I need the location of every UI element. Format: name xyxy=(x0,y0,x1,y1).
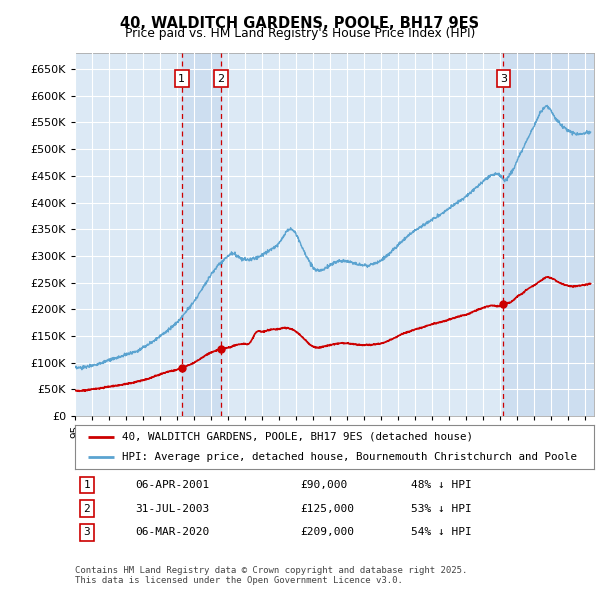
Text: 3: 3 xyxy=(83,527,91,537)
Text: 2: 2 xyxy=(83,504,91,513)
Text: 3: 3 xyxy=(500,74,507,84)
Text: Price paid vs. HM Land Registry's House Price Index (HPI): Price paid vs. HM Land Registry's House … xyxy=(125,27,475,40)
Text: 2: 2 xyxy=(217,74,224,84)
Text: 53% ↓ HPI: 53% ↓ HPI xyxy=(411,504,472,513)
Text: HPI: Average price, detached house, Bournemouth Christchurch and Poole: HPI: Average price, detached house, Bour… xyxy=(122,452,577,462)
Text: 1: 1 xyxy=(178,74,185,84)
Bar xyxy=(503,53,594,416)
Text: 48% ↓ HPI: 48% ↓ HPI xyxy=(411,480,472,490)
Text: £209,000: £209,000 xyxy=(300,527,354,537)
Bar xyxy=(182,53,221,416)
Text: 54% ↓ HPI: 54% ↓ HPI xyxy=(411,527,472,537)
Text: 06-APR-2001: 06-APR-2001 xyxy=(135,480,209,490)
Text: Contains HM Land Registry data © Crown copyright and database right 2025.
This d: Contains HM Land Registry data © Crown c… xyxy=(75,566,467,585)
Text: 06-MAR-2020: 06-MAR-2020 xyxy=(135,527,209,537)
Text: 1: 1 xyxy=(83,480,91,490)
Text: £125,000: £125,000 xyxy=(300,504,354,513)
Text: 40, WALDITCH GARDENS, POOLE, BH17 9ES (detached house): 40, WALDITCH GARDENS, POOLE, BH17 9ES (d… xyxy=(122,432,473,442)
Text: 31-JUL-2003: 31-JUL-2003 xyxy=(135,504,209,513)
Text: 40, WALDITCH GARDENS, POOLE, BH17 9ES: 40, WALDITCH GARDENS, POOLE, BH17 9ES xyxy=(121,16,479,31)
Text: £90,000: £90,000 xyxy=(300,480,347,490)
